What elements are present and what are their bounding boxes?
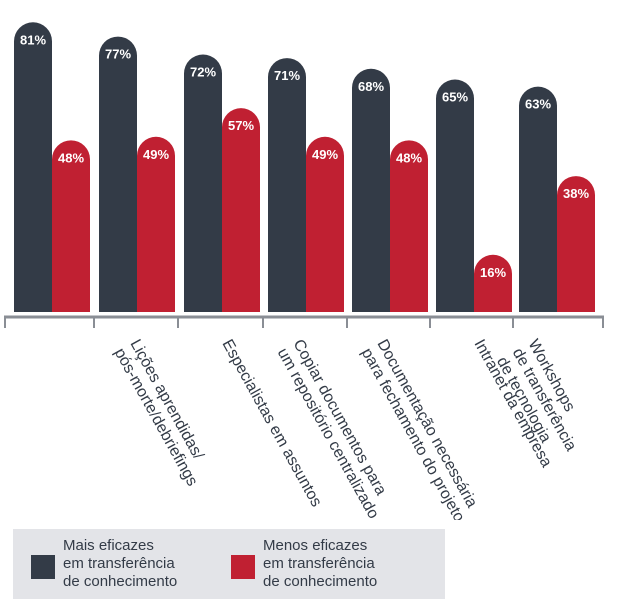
bar-mais-0 [14, 22, 52, 313]
value-label-mais-4: 68% [358, 79, 384, 94]
bar-mais-4 [352, 68, 390, 312]
value-label-mais-0: 81% [20, 32, 46, 47]
category-labels-group: Lições aprendidas/pós-morte/debriefings E… [111, 337, 627, 520]
value-label-menos-4: 48% [396, 150, 422, 165]
category-label-licoes-aprendidas: Lições aprendidas/pós-morte/debriefings [111, 337, 217, 489]
value-label-menos-0: 48% [58, 150, 84, 165]
bar-mais-1 [99, 36, 137, 313]
value-labels-group: 81% 48% 77% 49% 72% 57% 71% 49% 68% 48% 65% 16% 63% 3… [20, 32, 589, 279]
bar-menos-5 [474, 254, 512, 312]
legend-label-menos-eficazes: Menos eficazes em transferência de conhe… [263, 537, 378, 590]
bar-menos-4 [390, 140, 428, 312]
bar-menos-6 [557, 176, 595, 312]
value-label-mais-1: 77% [105, 47, 131, 62]
value-label-menos-5: 16% [480, 265, 506, 280]
value-label-mais-3: 71% [274, 68, 300, 83]
bars-group [14, 22, 595, 313]
x-axis [4, 315, 604, 328]
bar-menos-3 [306, 136, 344, 312]
bar-mais-5 [436, 79, 474, 312]
legend-swatch-menos-eficazes [231, 555, 255, 579]
value-label-mais-2: 72% [190, 64, 216, 79]
legend-label-mais-eficazes: Mais eficazes em transferência de conhec… [63, 537, 178, 590]
value-label-mais-6: 63% [525, 97, 551, 112]
bar-menos-0 [52, 140, 90, 312]
bar-mais-2 [184, 54, 222, 313]
bar-mais-3 [268, 58, 306, 313]
legend: Mais eficazes em transferência de conhec… [13, 529, 445, 599]
value-label-menos-6: 38% [563, 186, 589, 201]
legend-swatch-mais-eficazes [31, 555, 55, 579]
value-label-mais-5: 65% [442, 90, 468, 105]
bar-menos-2 [222, 108, 260, 312]
bar-mais-6 [519, 86, 557, 312]
value-label-menos-1: 49% [143, 147, 169, 162]
value-label-menos-2: 57% [228, 118, 254, 133]
bar-menos-1 [137, 136, 175, 312]
value-label-menos-3: 49% [312, 147, 338, 162]
bar-chart: 81% 48% 77% 49% 72% 57% 71% 49% 68% 48% 65% 16% 63% 3… [4, 22, 627, 520]
